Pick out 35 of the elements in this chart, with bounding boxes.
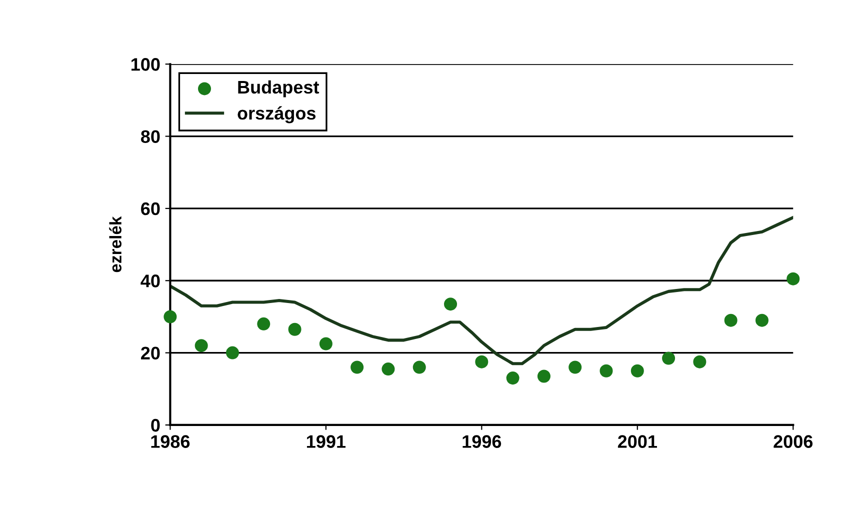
y-tick-label: 100 — [131, 58, 160, 71]
point — [475, 355, 488, 368]
point — [568, 360, 582, 374]
point — [724, 314, 738, 327]
y-tick-label: 80 — [140, 130, 160, 143]
point — [662, 352, 676, 365]
point — [786, 272, 800, 286]
y-tick-label: 20 — [141, 346, 160, 360]
point — [164, 310, 177, 324]
y-tick-label: 0 — [151, 418, 160, 432]
y-tick-label: 40 — [140, 274, 160, 288]
point — [537, 370, 550, 383]
point — [506, 372, 520, 385]
point — [194, 339, 208, 352]
point — [693, 355, 706, 368]
x-tick-label: 1996 — [462, 435, 502, 448]
x-tick-label: 1986 — [151, 435, 190, 448]
point — [630, 364, 644, 378]
x-tick-label: 1991 — [306, 435, 346, 448]
x-tick-label: 2001 — [618, 435, 657, 448]
y-axis-title: ezrelék — [109, 216, 122, 272]
point — [444, 298, 458, 311]
legend-label: országos — [238, 106, 316, 124]
point — [350, 360, 364, 374]
point — [382, 362, 395, 376]
point — [288, 322, 302, 336]
y-tick-label: 60 — [141, 202, 160, 216]
point — [600, 364, 613, 378]
x-tick-label: 2006 — [774, 435, 813, 448]
point — [257, 317, 270, 330]
point — [226, 346, 239, 360]
point — [755, 314, 768, 327]
legend-label: Budapest — [238, 80, 320, 98]
point — [412, 360, 426, 374]
point — [319, 337, 332, 350]
